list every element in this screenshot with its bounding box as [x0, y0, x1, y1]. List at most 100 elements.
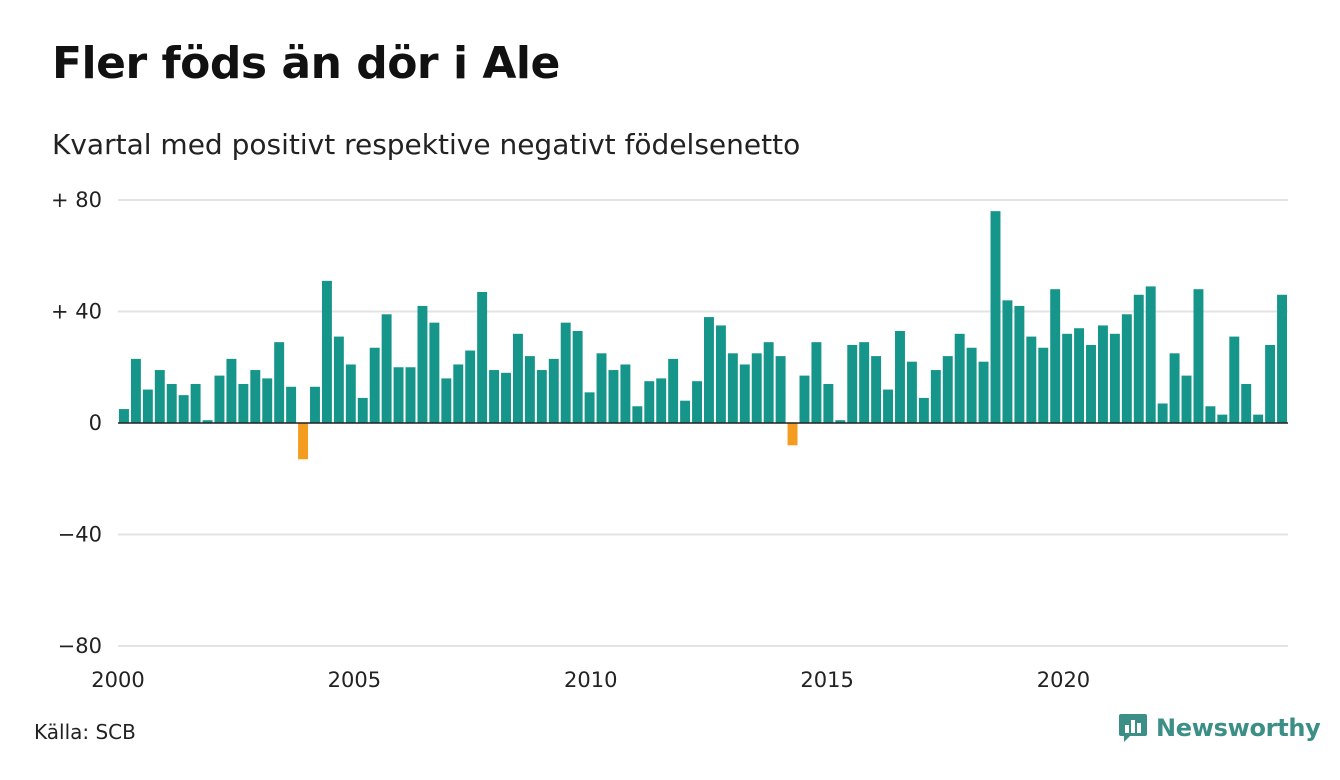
bar-positive: [1253, 414, 1264, 423]
bar-positive: [345, 364, 356, 423]
bar-positive: [321, 280, 332, 423]
y-tick-label: −40: [58, 523, 102, 547]
bar-positive: [417, 305, 428, 423]
bar-positive: [226, 358, 237, 423]
bar-positive: [906, 361, 917, 423]
bar-negative: [787, 423, 798, 446]
bar-positive: [262, 378, 273, 423]
chart-subtitle: Kvartal med positivt respektive negativt…: [52, 128, 801, 161]
bar-positive: [704, 317, 714, 423]
x-tick-label: 2005: [328, 668, 381, 692]
bar-positive: [369, 347, 380, 423]
bar-positive: [429, 322, 440, 423]
bar-positive: [1169, 353, 1180, 423]
bar-positive: [119, 409, 129, 423]
brand-name: Newsworthy: [1156, 714, 1321, 742]
bar-positive: [1265, 344, 1276, 423]
x-tick-label: 2015: [800, 668, 853, 692]
bar-positive: [680, 400, 691, 423]
bar-positive: [1277, 294, 1287, 423]
bar-positive: [130, 358, 141, 423]
bar-positive: [763, 342, 774, 423]
chart-title: Fler föds än dör i Ale: [52, 38, 560, 89]
bar-positive: [978, 361, 989, 423]
bar-positive: [1062, 333, 1073, 423]
y-tick-label: 0: [89, 411, 102, 435]
bar-positive: [166, 383, 177, 423]
bar-positive: [668, 358, 679, 423]
bar-positive: [966, 347, 977, 423]
bar-positive: [274, 342, 285, 423]
bar-positive: [1181, 375, 1192, 423]
bar-positive: [739, 364, 750, 423]
bar-positive: [1145, 286, 1156, 423]
bar-positive: [357, 397, 368, 423]
bar-positive: [954, 333, 965, 423]
source-note: Källa: SCB: [34, 720, 136, 744]
bar-positive: [847, 344, 858, 423]
bar-positive: [930, 370, 941, 423]
bar-positive: [775, 356, 786, 423]
bar-positive: [1133, 294, 1144, 423]
bar-positive: [441, 378, 452, 423]
y-tick-label: −80: [58, 634, 102, 658]
bar-positive: [608, 370, 619, 423]
bar-positive: [799, 375, 810, 423]
bar-positive: [1217, 414, 1228, 423]
newsworthy-logo-icon: [1119, 714, 1147, 742]
bar-positive: [751, 353, 762, 423]
bars: [119, 211, 1287, 460]
bar-positive: [942, 356, 953, 423]
bar-positive: [548, 358, 559, 423]
bar-positive: [1002, 300, 1013, 423]
y-tick-label: + 80: [51, 188, 102, 212]
bar-positive: [465, 350, 476, 423]
bar-positive: [536, 370, 547, 423]
bar-positive: [393, 367, 404, 423]
bar-positive: [202, 420, 213, 423]
bar-positive: [524, 356, 535, 423]
bar-positive: [895, 331, 905, 423]
bar-positive: [250, 370, 261, 423]
bar-positive: [286, 386, 297, 423]
bar-positive: [1074, 328, 1085, 423]
brand-logo: Newsworthy: [1118, 712, 1321, 744]
axes: + 80 + 40 0 −40 −80 2000 2005 2010 2015 2020: [51, 188, 1288, 692]
bar-positive: [1157, 403, 1168, 423]
bar-positive: [644, 381, 655, 423]
bar-positive: [1086, 344, 1096, 423]
x-tick-label: 2010: [564, 668, 617, 692]
bar-positive: [1229, 336, 1240, 423]
bar-positive: [405, 367, 416, 423]
bar-positive: [1109, 333, 1120, 423]
bar-positive: [1241, 383, 1252, 423]
bar-positive: [142, 389, 153, 423]
x-tick-label: 2000: [91, 668, 144, 692]
bar-positive: [1097, 325, 1108, 423]
bar-positive: [560, 322, 571, 423]
bar-positive: [190, 383, 201, 423]
bar-positive: [1050, 289, 1061, 423]
bar-positive: [1205, 406, 1216, 423]
bar-positive: [238, 383, 249, 423]
bar-positive: [918, 397, 929, 423]
bar-positive: [477, 291, 488, 423]
bar-positive: [1193, 289, 1204, 423]
bar-positive: [620, 364, 631, 423]
bar-positive: [1026, 336, 1037, 423]
bar-positive: [501, 372, 511, 423]
bar-positive: [584, 392, 595, 423]
bar-positive: [823, 383, 834, 423]
bar-positive: [859, 342, 870, 423]
bar-positive: [1014, 305, 1025, 423]
bar-positive: [381, 314, 392, 423]
y-tick-label: + 40: [51, 300, 102, 324]
x-tick-label: 2020: [1037, 668, 1090, 692]
bar-positive: [871, 356, 882, 423]
bar-positive: [883, 389, 894, 423]
bar-positive: [1038, 347, 1049, 423]
bar-positive: [333, 336, 344, 423]
bar-positive: [632, 406, 643, 423]
bar-positive: [727, 353, 738, 423]
